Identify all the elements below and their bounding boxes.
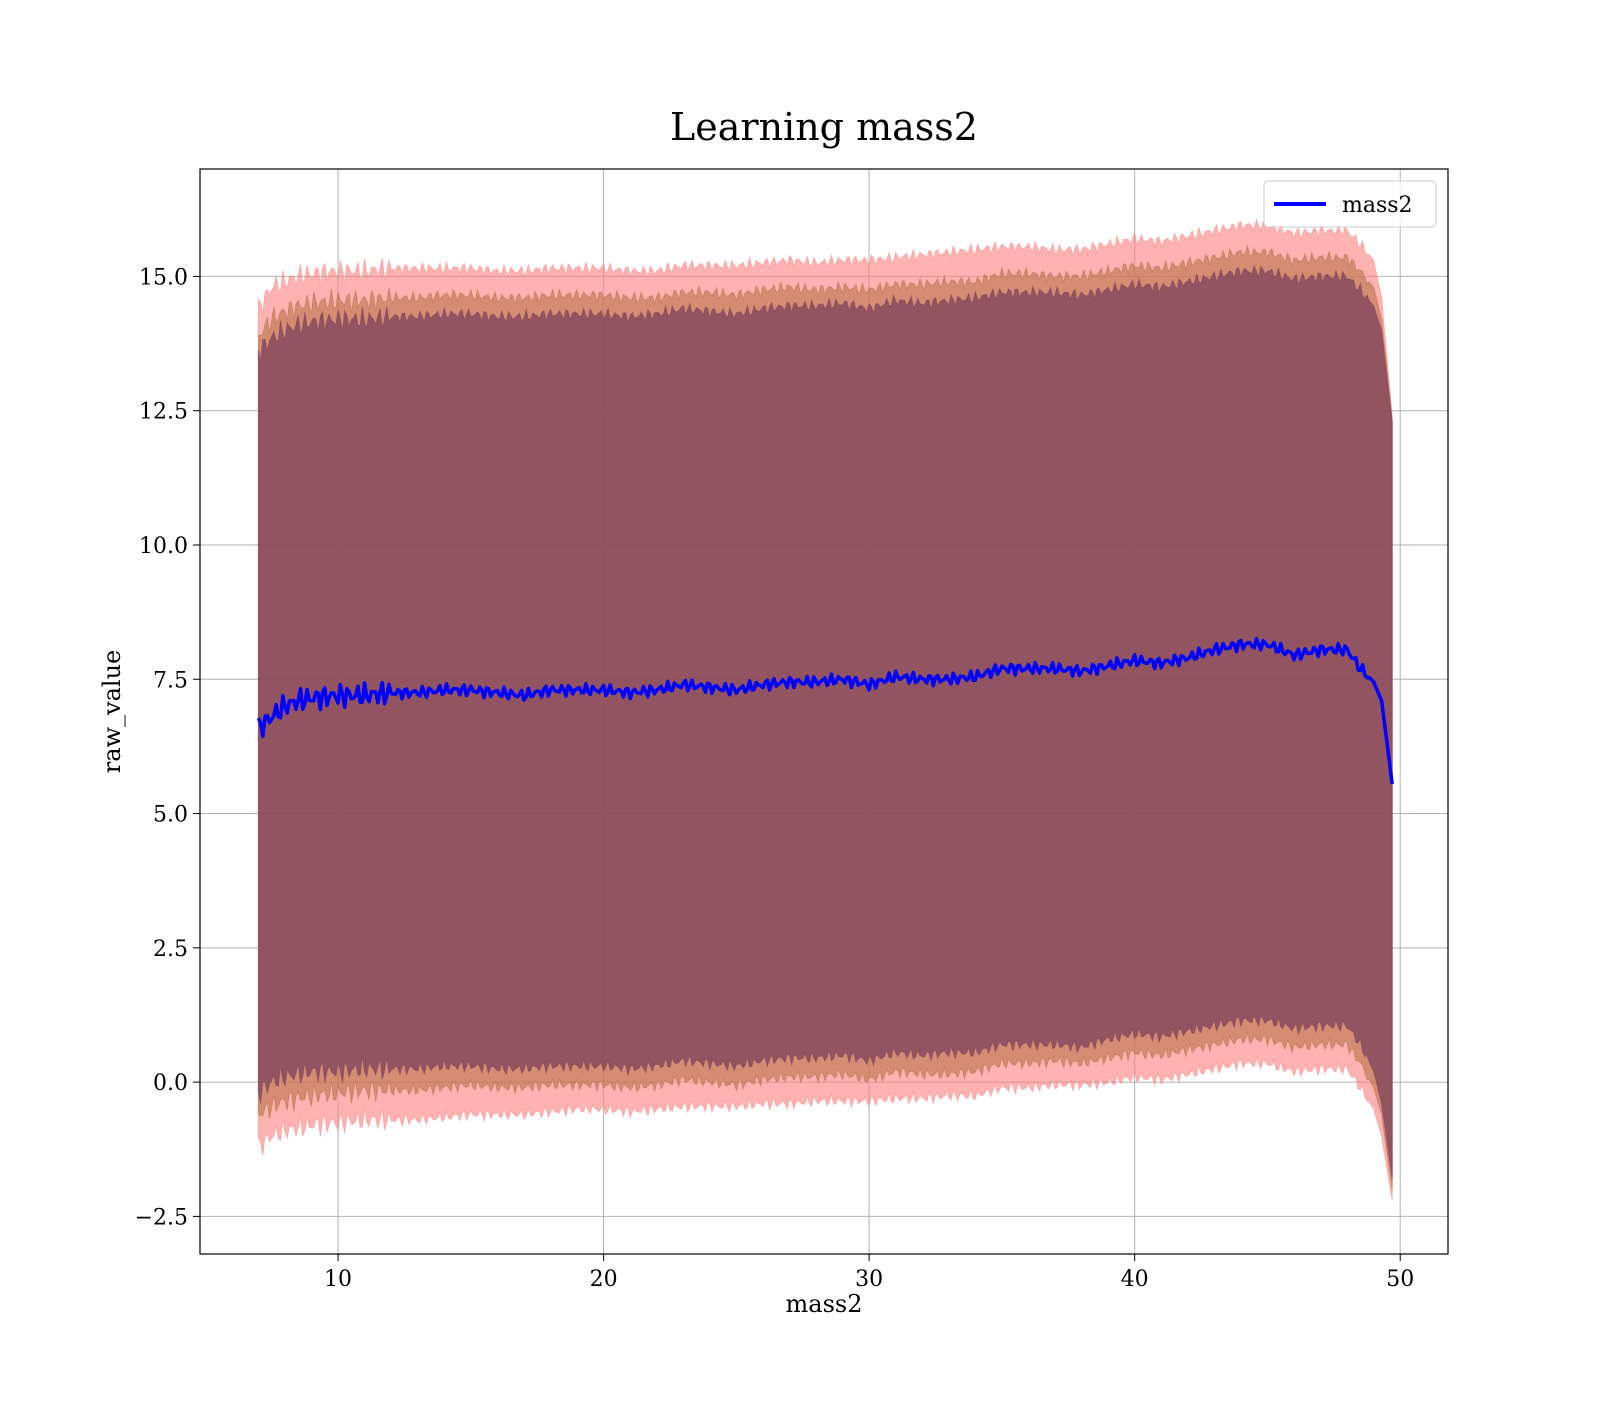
y-tick-label-6: 12.5 — [139, 400, 188, 425]
x-tick-label-1: 20 — [590, 1267, 618, 1292]
chart-title: Learning mass2 — [670, 105, 978, 149]
x-tick-label-2: 30 — [855, 1267, 883, 1292]
y-axis-ticks: −2.5 0.0 2.5 5.0 7.5 10.0 12.5 15.0 — [135, 265, 200, 1230]
y-tick-label-5: 10.0 — [139, 534, 188, 559]
band-2 — [257, 264, 1393, 1179]
x-axis-label: mass2 — [786, 1290, 863, 1318]
y-tick-label-3: 5.0 — [153, 803, 188, 828]
x-tick-label-3: 40 — [1121, 1267, 1149, 1292]
confidence-bands — [257, 217, 1393, 1201]
x-axis-ticks: 10 20 30 40 50 — [324, 1254, 1414, 1292]
x-tick-label-4: 50 — [1386, 1267, 1414, 1292]
y-tick-label-4: 7.5 — [153, 668, 188, 693]
legend: mass2 — [1263, 180, 1437, 228]
y-tick-label-2: 2.5 — [153, 937, 188, 962]
legend-box — [1263, 180, 1437, 228]
y-tick-label-7: 15.0 — [139, 265, 188, 290]
series-lines — [256, 636, 1394, 785]
series-line-mass2 — [256, 636, 1394, 785]
y-tick-label-1: 0.0 — [153, 1071, 188, 1096]
legend-label-mass2: mass2 — [1342, 193, 1413, 218]
y-axis-label: raw_value — [98, 650, 126, 774]
y-tick-label-0: −2.5 — [135, 1205, 188, 1230]
x-tick-label-0: 10 — [324, 1267, 352, 1292]
plot-frame — [199, 168, 1449, 1255]
